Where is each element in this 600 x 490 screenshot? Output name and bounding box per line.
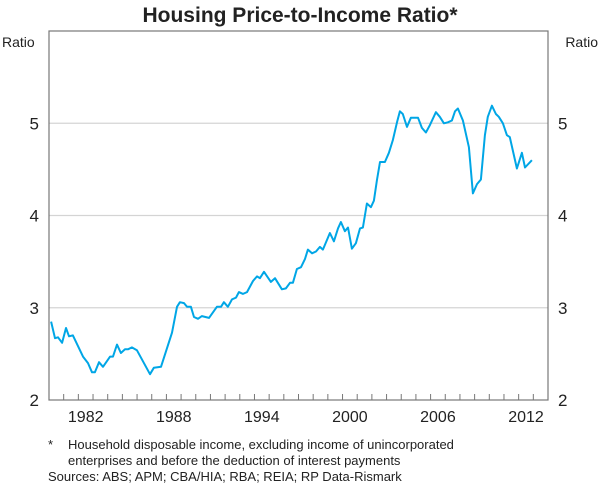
y-axis-label-left: Ratio: [2, 34, 35, 50]
footnote-marker: *: [48, 437, 54, 452]
footnote-line-1: Household disposable income, excluding i…: [68, 437, 454, 452]
footnotes: * Household disposable income, excluding…: [48, 437, 454, 485]
sources-note: Sources: ABS; APM; CBA/HIA; RBA; REIA; R…: [48, 469, 402, 484]
chart-title: Housing Price-to-Income Ratio*: [142, 4, 458, 27]
y-tick-label-right: 4: [558, 207, 567, 226]
plot-frame: [48, 30, 549, 401]
x-tick-label: 1994: [244, 409, 280, 426]
y-tick-label-left: 5: [30, 114, 39, 133]
y-tick-label-left: 3: [30, 299, 39, 318]
series-line: [50, 104, 533, 376]
line-chart: Housing Price-to-Income Ratio* Ratio Rat…: [2, 4, 598, 426]
y-axis-label-right: Ratio: [565, 34, 598, 50]
x-tick-label: 2006: [420, 409, 456, 426]
x-tick-label: 1988: [156, 409, 192, 426]
x-tick-label: 1982: [68, 409, 104, 426]
y-tick-label-right: 5: [558, 114, 567, 133]
y-tick-label-right: 2: [558, 391, 567, 410]
x-tick-label: 2000: [332, 409, 368, 426]
x-tick-label: 2012: [508, 409, 544, 426]
footnote-line-2: enterprises and before the deduction of …: [68, 453, 401, 468]
y-tick-label-left: 2: [30, 391, 39, 410]
y-tick-label-left: 4: [30, 207, 39, 226]
y-tick-label-right: 3: [558, 299, 567, 318]
